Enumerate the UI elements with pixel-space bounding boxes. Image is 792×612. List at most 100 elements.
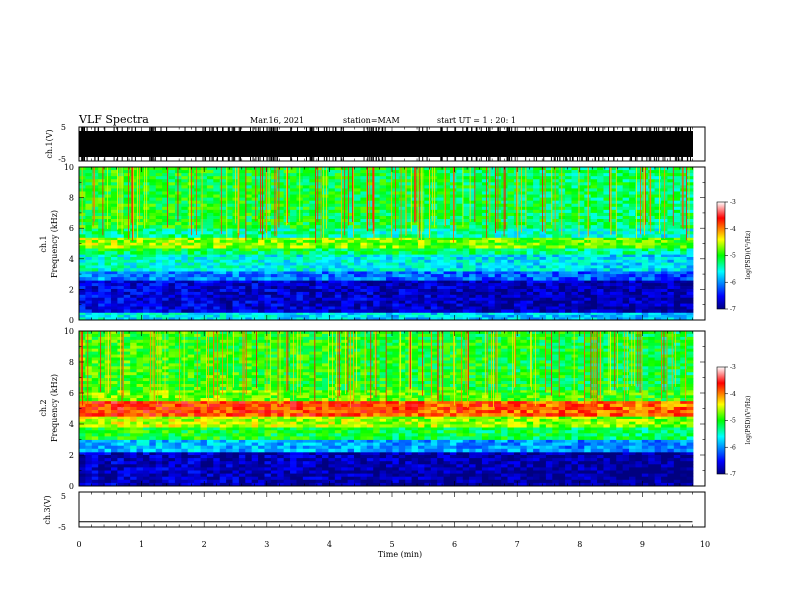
spectrogram-cell: [481, 173, 489, 177]
spectrogram-cell: [641, 242, 649, 246]
spectrogram-cell: [379, 265, 387, 269]
spectrogram-cell: [571, 200, 579, 205]
spectrogram-cell: [469, 265, 476, 269]
spectrogram-cell: [577, 251, 585, 255]
spectrogram-cell: [411, 314, 419, 318]
spectrogram-cell: [149, 206, 157, 211]
spectrogram-cell: [616, 297, 624, 302]
spectrogram-cell: [686, 170, 694, 174]
spectrogram-cell: [686, 194, 694, 198]
spectrogram-cell: [661, 254, 668, 258]
spectrogram-cell: [98, 167, 105, 171]
spectrogram-cell: [258, 167, 265, 171]
spectrogram-cell: [424, 209, 432, 214]
spectrogram-cell: [373, 251, 381, 255]
spectrogram-cell: [449, 242, 457, 246]
spectrogram-cell: [622, 277, 630, 281]
spectrogram-cell: [386, 242, 393, 246]
spectrogram-cell: [258, 191, 265, 195]
spectrogram-cell: [571, 231, 579, 235]
spectrogram-cell: [526, 294, 534, 299]
spectrogram-cell: [354, 191, 361, 195]
spectrogram-cell: [616, 209, 624, 214]
spectrogram-cell: [354, 228, 361, 232]
spectrogram-cell: [258, 203, 265, 208]
spectrogram-cell: [552, 245, 560, 249]
spectrogram-cell: [302, 176, 310, 180]
spectrogram-cell: [315, 257, 323, 261]
spectrogram-cell: [430, 188, 438, 192]
spectrogram-cell: [545, 167, 553, 171]
spectrogram-cell: [654, 274, 662, 278]
spectrogram-cell: [328, 312, 336, 316]
spectrogram-cell: [162, 286, 169, 290]
spectrogram-cell: [520, 312, 528, 316]
spectrogram-cell: [110, 234, 118, 238]
spectrogram-cell: [328, 248, 336, 252]
spectrogram-cell: [520, 300, 528, 304]
spectrogram-cell: [430, 197, 438, 202]
spectrogram-cell: [494, 237, 502, 241]
spectrogram-cell: [443, 176, 451, 180]
spectrogram-cell: [609, 234, 617, 238]
spectrogram-cell: [296, 314, 304, 318]
spectrogram-cell: [520, 188, 528, 192]
spectrogram-cell: [130, 245, 137, 249]
spectrogram-cell: [462, 283, 470, 287]
spectrogram-cell: [110, 179, 118, 183]
spectrogram-cell: [334, 245, 342, 249]
spectrogram-cell: [206, 203, 214, 208]
spectrogram-cell: [245, 274, 253, 278]
spectrogram-cell: [443, 274, 451, 278]
spectrogram-cell: [264, 280, 272, 284]
spectrogram-cell: [475, 306, 483, 310]
spectrogram-cell: [341, 312, 349, 316]
spectrogram-cell: [309, 200, 317, 205]
spectrogram-cell: [322, 170, 329, 174]
spectrogram-cell: [360, 271, 368, 275]
spectrogram-cell: [462, 294, 470, 299]
spectrogram-cell: [577, 228, 585, 232]
spectrogram-cell: [117, 265, 125, 269]
spectrogram-cell: [386, 234, 393, 238]
spectrogram-cell: [507, 176, 515, 180]
spectrogram-cell: [590, 170, 598, 174]
spectrogram-cell: [245, 173, 253, 177]
spectrogram-cell: [501, 262, 508, 266]
spectrogram-cell: [597, 262, 604, 266]
spectrogram-cell: [437, 182, 444, 186]
spectrogram-cell: [315, 237, 323, 241]
spectrogram-cell: [641, 265, 649, 269]
spectrogram-cell: [213, 194, 221, 198]
spectrogram-cell: [545, 176, 553, 180]
spectrogram-cell: [552, 317, 560, 321]
spectrogram-cell: [654, 176, 662, 180]
spectrogram-cell: [392, 297, 400, 302]
spectrogram-cell: [354, 317, 361, 321]
spectrogram-cell: [603, 197, 611, 202]
spectrogram-cell: [424, 265, 432, 269]
spectrogram-cell: [577, 306, 585, 310]
spectrogram-cell: [616, 182, 624, 186]
spectrogram-cell: [251, 231, 259, 235]
spectrogram-cell: [206, 248, 214, 252]
spectrogram-cell: [315, 309, 323, 313]
spectrogram-cell: [328, 185, 336, 189]
spectrogram-cell: [187, 188, 195, 192]
spectrogram-cell: [603, 237, 611, 241]
spectrogram-cell: [174, 303, 182, 307]
spectrogram-cell: [206, 194, 214, 198]
spectrogram-cell: [149, 280, 157, 284]
spectrogram-cell: [290, 254, 297, 258]
spectrogram-cell: [123, 317, 131, 321]
spectrogram-cell: [571, 262, 579, 266]
spectrogram-cell: [258, 291, 265, 296]
spectrogram-cell: [290, 245, 297, 249]
spectrogram-cell: [654, 254, 662, 258]
spectrogram-cell: [667, 265, 675, 269]
spectrogram-cell: [635, 297, 643, 302]
spectrogram-cell: [264, 303, 272, 307]
spectrogram-cell: [481, 274, 489, 278]
spectrogram-cell: [283, 291, 291, 296]
spectrogram-cell: [609, 259, 617, 264]
